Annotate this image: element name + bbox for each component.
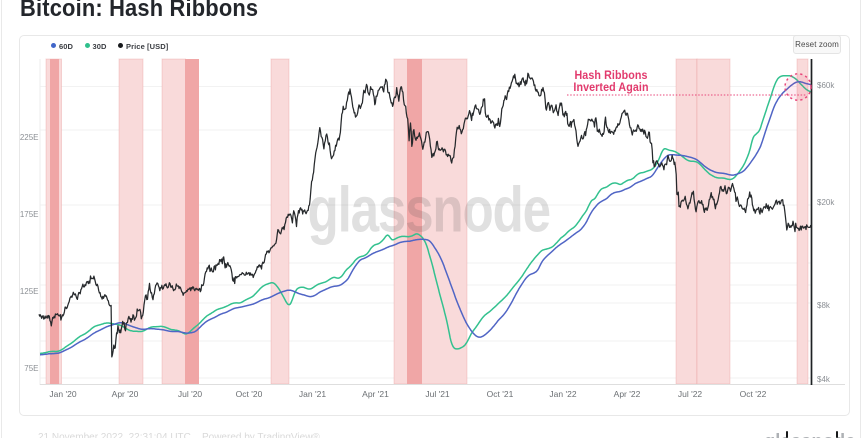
svg-text:glassnode: glassnode bbox=[308, 175, 550, 246]
